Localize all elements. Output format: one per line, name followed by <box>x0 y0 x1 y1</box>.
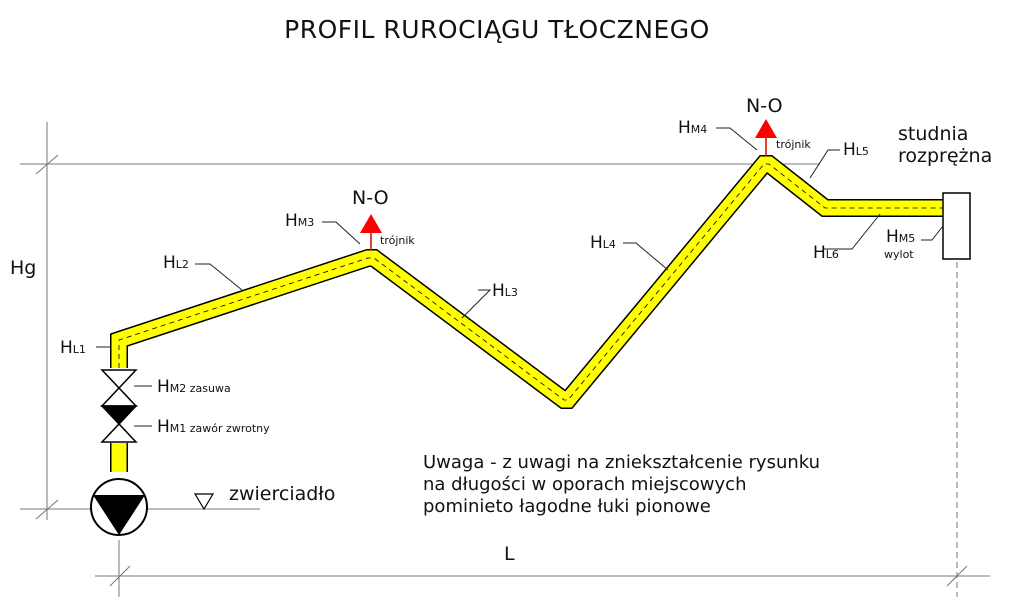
note-line3: pominieto łagodne łuki pionowe <box>423 496 711 517</box>
hl1-label: HL1 <box>60 338 86 358</box>
trojnik-label-left: trójnik <box>380 234 415 247</box>
no-label-right: N-O <box>746 95 783 117</box>
hm4-label: HM4 <box>678 118 707 138</box>
pump-icon <box>90 478 148 536</box>
zwierciadlo-label: zwierciadło <box>229 483 335 505</box>
no-label-left: N-O <box>352 187 389 209</box>
wylot-label: wylot <box>884 248 914 261</box>
valve-hm1-check <box>100 405 138 443</box>
studnia-line1: studnia <box>898 123 968 145</box>
diagram-title: PROFIL RUROCIĄGU TŁOCZNEGO <box>284 15 710 44</box>
studnia-line2: rozprężna <box>898 145 992 167</box>
leader-lines <box>96 127 944 427</box>
note-line1: Uwaga - z uwagi na zniekształcenie rysun… <box>423 452 820 473</box>
l-label: L <box>504 543 515 565</box>
vent-arrow-right <box>755 119 777 156</box>
note-line2: na długości w oporach miejscowych <box>423 474 746 495</box>
hm5-label: HM5 <box>886 227 915 247</box>
vent-arrow-left <box>360 214 382 250</box>
valve-hm2-zasuwa <box>100 369 138 407</box>
hl6-label: HL6 <box>813 243 839 263</box>
outlet-box <box>942 192 971 260</box>
hm1-label: HM1 zawór zwrotny <box>157 417 270 437</box>
hm2-label: HM2 zasuwa <box>157 377 231 397</box>
hl4-label: HL4 <box>590 233 616 253</box>
pipe <box>110 155 943 472</box>
hl3-label: HL3 <box>492 281 518 301</box>
hg-label: Hg <box>10 257 36 279</box>
trojnik-label-right: trójnik <box>776 138 811 151</box>
water-level-icon <box>193 493 215 511</box>
hm3-label: HM3 <box>285 211 314 231</box>
hl5-label: HL5 <box>843 140 869 160</box>
hl2-label: HL2 <box>163 253 189 273</box>
